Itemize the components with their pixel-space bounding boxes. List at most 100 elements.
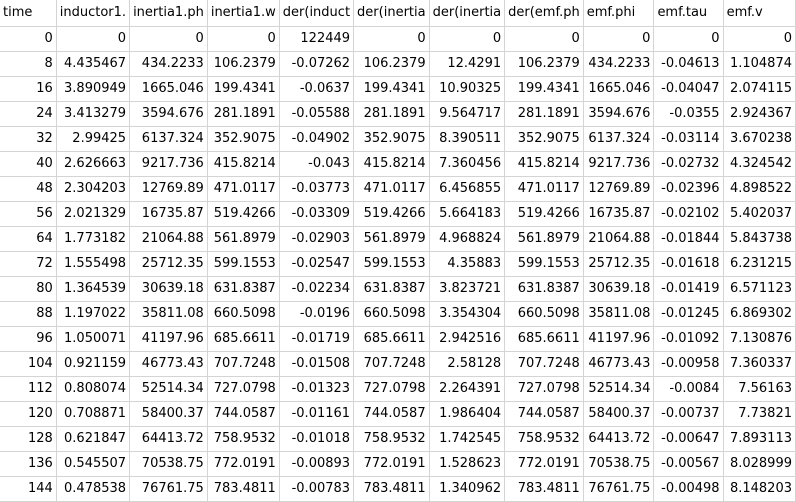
data-cell[interactable]: 0.808074 (56, 376, 131, 402)
data-cell[interactable]: 519.4266 (504, 201, 584, 227)
data-cell[interactable]: 434.2233 (583, 51, 655, 77)
data-cell[interactable]: -0.01719 (279, 326, 355, 352)
data-cell[interactable]: 56 (0, 201, 57, 227)
data-cell[interactable]: 0.621847 (56, 426, 131, 452)
data-cell[interactable]: 58400.37 (583, 401, 655, 427)
data-cell[interactable]: 1.742545 (429, 426, 506, 452)
header-cell[interactable]: der(emf.ph (504, 0, 584, 27)
data-cell[interactable]: -0.02234 (279, 276, 355, 302)
data-cell[interactable]: 0 (723, 26, 796, 52)
data-cell[interactable]: 434.2233 (129, 51, 208, 77)
data-cell[interactable]: 1.555498 (56, 251, 131, 277)
data-cell[interactable]: 0 (583, 26, 655, 52)
data-cell[interactable]: 25712.35 (583, 251, 655, 277)
data-cell[interactable]: 0 (504, 26, 584, 52)
data-cell[interactable]: -0.01618 (653, 251, 724, 277)
data-cell[interactable]: 0 (353, 26, 430, 52)
data-cell[interactable]: 70538.75 (129, 451, 208, 477)
data-cell[interactable]: 471.0117 (207, 176, 280, 202)
data-cell[interactable]: 685.6611 (207, 326, 280, 352)
data-cell[interactable]: 0.921159 (56, 351, 131, 377)
data-cell[interactable]: 3.890949 (56, 76, 131, 102)
data-cell[interactable]: 599.1553 (353, 251, 430, 277)
data-cell[interactable]: 561.8979 (353, 226, 430, 252)
data-cell[interactable]: 1665.046 (129, 76, 208, 102)
data-cell[interactable]: 104 (0, 351, 57, 377)
data-cell[interactable]: -0.04047 (653, 76, 724, 102)
data-cell[interactable]: 21064.88 (583, 226, 655, 252)
data-cell[interactable]: 772.0191 (504, 451, 584, 477)
data-cell[interactable]: -0.07262 (279, 51, 355, 77)
data-cell[interactable]: 415.8214 (207, 151, 280, 177)
data-cell[interactable]: 281.1891 (353, 101, 430, 127)
header-cell[interactable]: inertia1.w (207, 0, 280, 27)
data-cell[interactable]: 0.545507 (56, 451, 131, 477)
data-cell[interactable]: 199.4341 (353, 76, 430, 102)
data-cell[interactable]: 21064.88 (129, 226, 208, 252)
data-cell[interactable]: 2.626663 (56, 151, 131, 177)
data-cell[interactable]: 46773.43 (129, 351, 208, 377)
data-cell[interactable]: 0 (129, 26, 208, 52)
header-cell[interactable]: der(inertia (353, 0, 430, 27)
header-cell[interactable]: der(inertia (429, 0, 506, 27)
data-cell[interactable]: -0.0355 (653, 101, 724, 127)
data-cell[interactable]: 0.708871 (56, 401, 131, 427)
data-cell[interactable]: 660.5098 (353, 301, 430, 327)
data-cell[interactable]: 112 (0, 376, 57, 402)
data-cell[interactable]: 5.664183 (429, 201, 506, 227)
data-cell[interactable]: 727.0798 (504, 376, 584, 402)
data-cell[interactable]: 199.4341 (504, 76, 584, 102)
data-cell[interactable]: 64 (0, 226, 57, 252)
data-cell[interactable]: 744.0587 (207, 401, 280, 427)
data-cell[interactable]: 40 (0, 151, 57, 177)
data-cell[interactable]: 660.5098 (504, 301, 584, 327)
header-cell[interactable]: inertia1.ph (129, 0, 208, 27)
header-cell[interactable]: emf.tau (653, 0, 724, 27)
data-cell[interactable]: 281.1891 (207, 101, 280, 127)
data-cell[interactable]: -0.0196 (279, 301, 355, 327)
data-cell[interactable]: 7.73821 (723, 401, 796, 427)
data-cell[interactable]: 16735.87 (129, 201, 208, 227)
data-cell[interactable]: 4.35883 (429, 251, 506, 277)
data-cell[interactable]: 9217.736 (129, 151, 208, 177)
data-cell[interactable]: -0.01323 (279, 376, 355, 402)
data-cell[interactable]: 1.773182 (56, 226, 131, 252)
data-cell[interactable]: 5.843738 (723, 226, 796, 252)
data-cell[interactable]: 48 (0, 176, 57, 202)
data-cell[interactable]: 4.898522 (723, 176, 796, 202)
data-cell[interactable]: 8 (0, 51, 57, 77)
data-cell[interactable]: 758.9532 (504, 426, 584, 452)
data-cell[interactable]: 6.456855 (429, 176, 506, 202)
data-cell[interactable]: 5.402037 (723, 201, 796, 227)
data-cell[interactable]: 35811.08 (129, 301, 208, 327)
header-cell[interactable]: inductor1. (56, 0, 131, 27)
data-cell[interactable]: 30639.18 (129, 276, 208, 302)
data-cell[interactable]: 10.90325 (429, 76, 506, 102)
data-cell[interactable]: 32 (0, 126, 57, 152)
data-cell[interactable]: -0.03309 (279, 201, 355, 227)
data-cell[interactable]: 2.264391 (429, 376, 506, 402)
data-cell[interactable]: 199.4341 (207, 76, 280, 102)
data-cell[interactable]: 599.1553 (504, 251, 584, 277)
data-cell[interactable]: 631.8387 (207, 276, 280, 302)
data-cell[interactable]: 3594.676 (583, 101, 655, 127)
data-cell[interactable]: 758.9532 (353, 426, 430, 452)
data-cell[interactable]: 660.5098 (207, 301, 280, 327)
data-cell[interactable]: -0.01092 (653, 326, 724, 352)
data-cell[interactable]: 7.360337 (723, 351, 796, 377)
data-cell[interactable]: 12769.89 (583, 176, 655, 202)
data-cell[interactable]: 744.0587 (504, 401, 584, 427)
data-cell[interactable]: 52514.34 (583, 376, 655, 402)
data-cell[interactable]: 1665.046 (583, 76, 655, 102)
data-cell[interactable]: 72 (0, 251, 57, 277)
data-cell[interactable]: 12769.89 (129, 176, 208, 202)
data-cell[interactable]: -0.01018 (279, 426, 355, 452)
data-cell[interactable]: 1.364539 (56, 276, 131, 302)
header-cell[interactable]: emf.phi (583, 0, 655, 27)
data-cell[interactable]: 561.8979 (207, 226, 280, 252)
data-cell[interactable]: 0 (56, 26, 131, 52)
data-cell[interactable]: 727.0798 (207, 376, 280, 402)
data-cell[interactable]: 281.1891 (504, 101, 584, 127)
data-cell[interactable]: 106.2379 (504, 51, 584, 77)
data-cell[interactable]: 35811.08 (583, 301, 655, 327)
